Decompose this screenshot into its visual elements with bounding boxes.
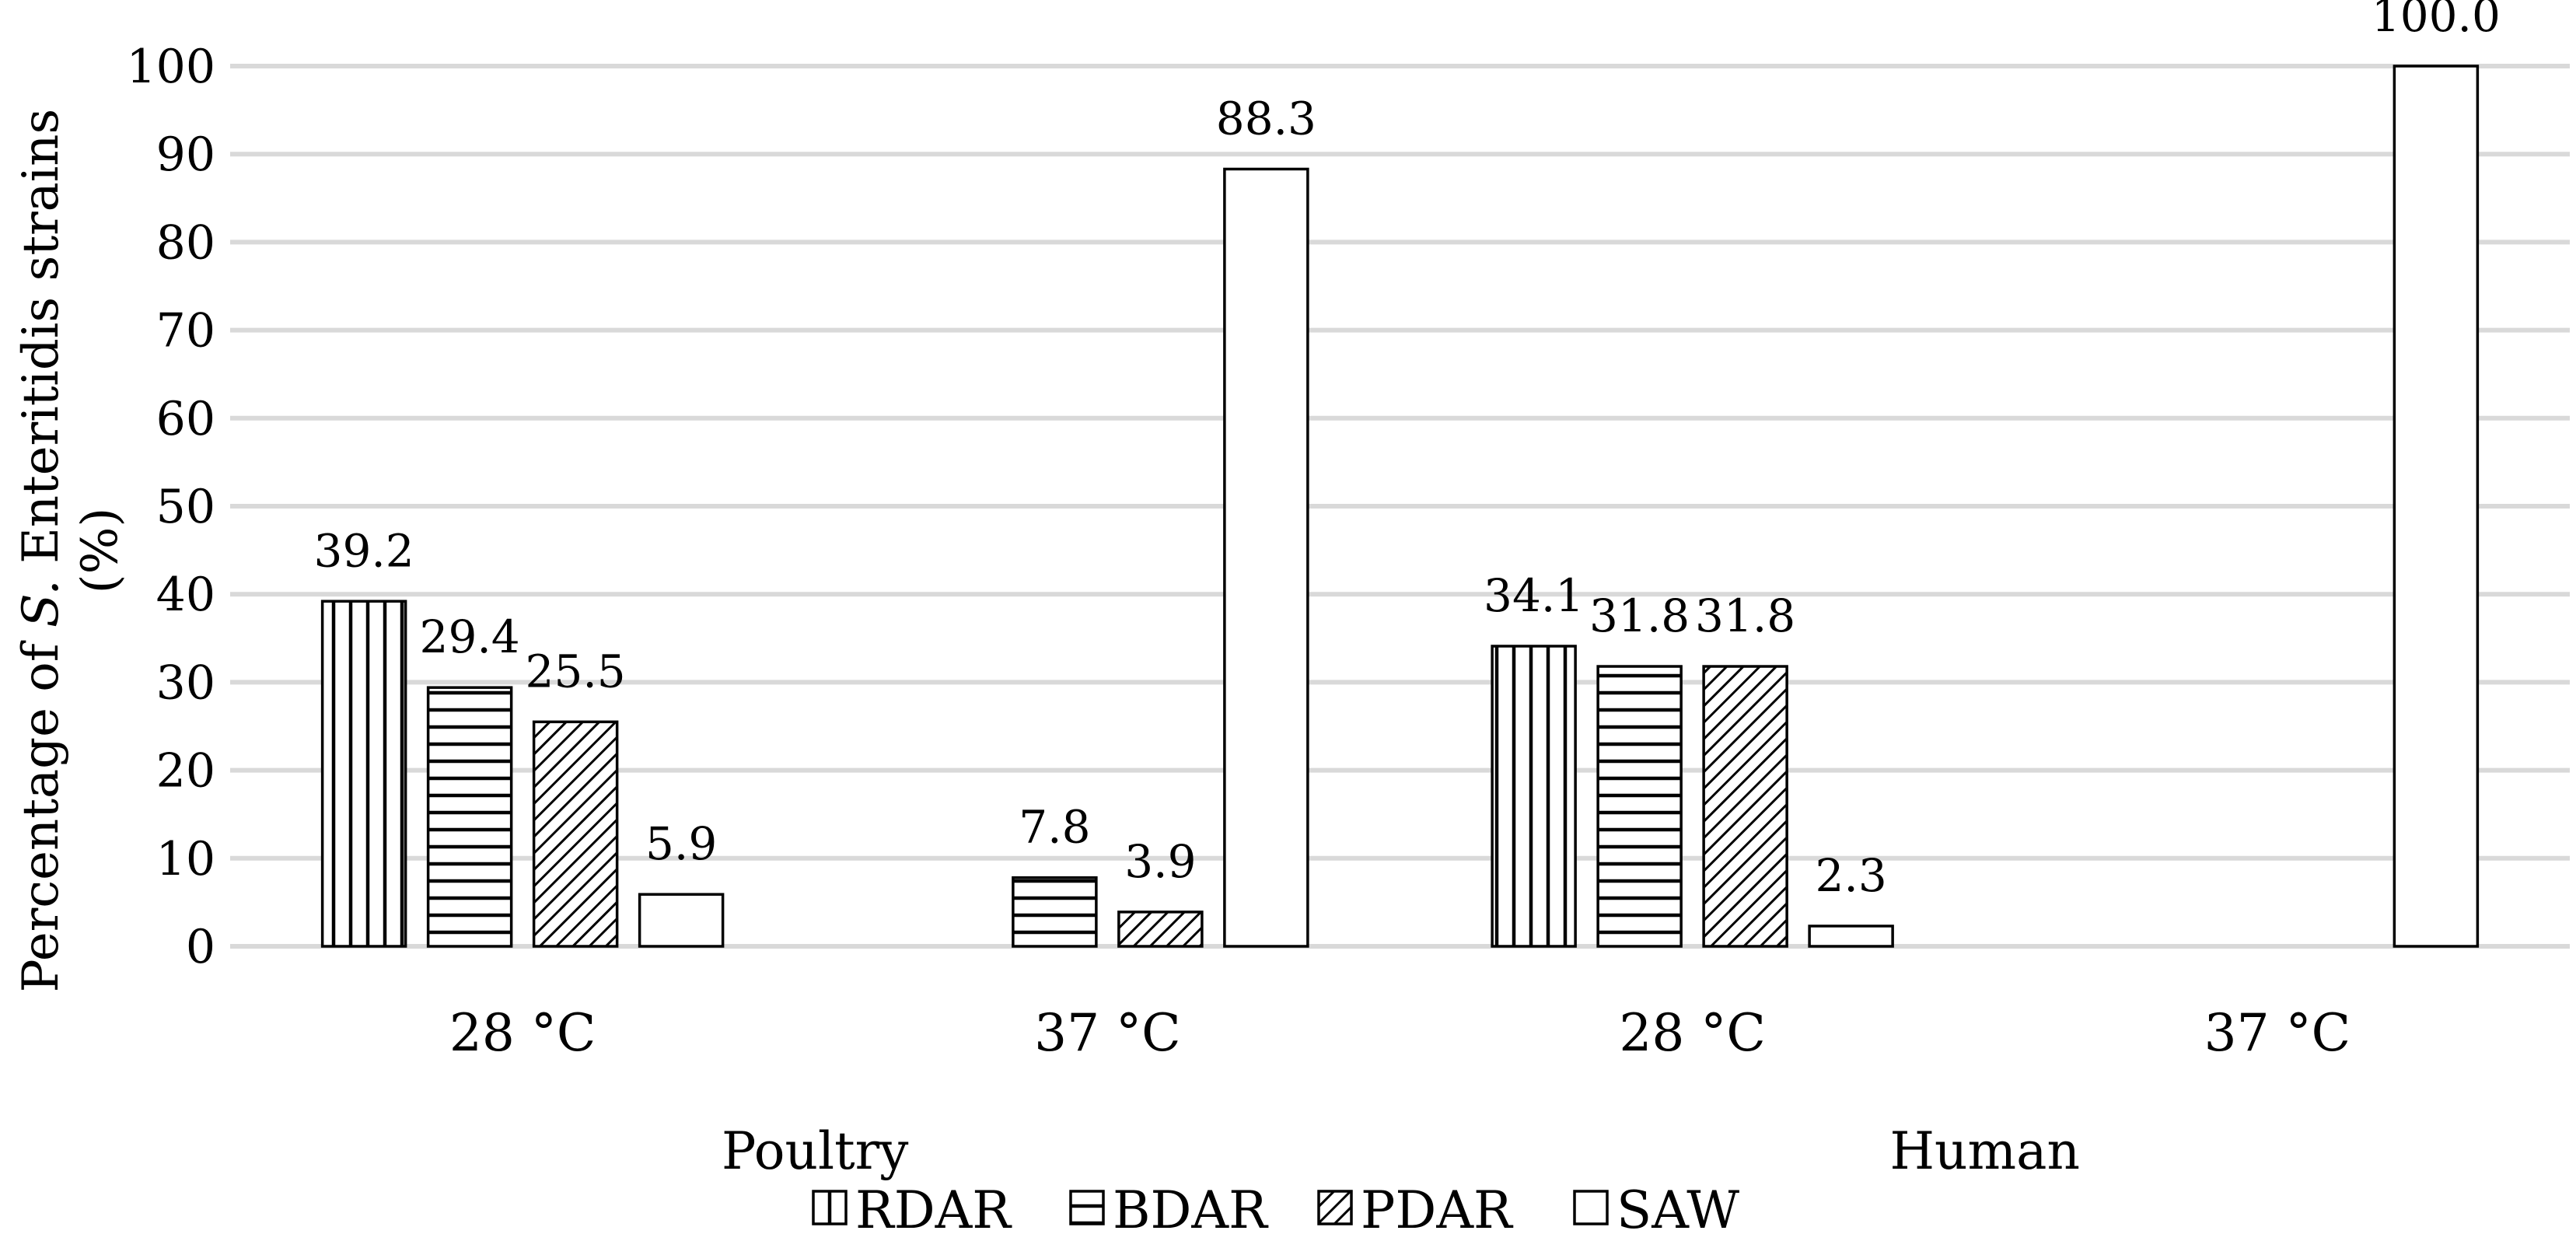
x-category-label: 28 °C <box>1619 1003 1765 1063</box>
data-label: 88.3 <box>1216 92 1316 145</box>
y-tick-label: 30 <box>156 655 215 710</box>
y-tick-label: 10 <box>156 832 215 886</box>
x-group-label: Human <box>1889 1121 2080 1181</box>
data-label: 7.8 <box>1019 801 1090 854</box>
data-label: 5.9 <box>645 817 717 870</box>
group-labels: Poultry Human <box>722 1121 2080 1181</box>
y-axis-title-part-1: Percentage of <box>12 627 70 992</box>
x-category-label: 37 °C <box>1034 1003 1180 1063</box>
bar-saw <box>1223 167 1309 948</box>
legend-swatch-bdar <box>1069 1190 1105 1225</box>
y-tick-label: 80 <box>156 215 215 270</box>
data-label: 31.8 <box>1695 589 1795 642</box>
bar-saw <box>1808 925 1894 948</box>
y-tick-label: 90 <box>156 128 215 182</box>
bar-saw <box>638 893 725 948</box>
data-label: 29.4 <box>420 610 520 663</box>
y-tick-label: 60 <box>156 392 215 446</box>
data-label: 39.2 <box>314 524 414 577</box>
legend-swatch-pdar <box>1317 1190 1353 1225</box>
legend-label-pdar: PDAR <box>1361 1180 1514 1240</box>
bar-pdar <box>1702 665 1788 948</box>
legend: RDAR BDAR PDAR SAW <box>812 1180 1739 1240</box>
gridlines <box>230 64 2570 949</box>
bar-bdar <box>426 686 513 948</box>
data-label: 100.0 <box>2372 0 2501 42</box>
y-axis-title-unit: (%) <box>72 508 129 594</box>
y-tick-label: 40 <box>156 568 215 622</box>
data-label: 2.3 <box>1816 849 1887 902</box>
bar-rdar <box>320 600 407 948</box>
data-label: 3.9 <box>1124 835 1196 888</box>
legend-swatch-saw <box>1573 1190 1609 1225</box>
y-axis-tick-labels: 0 10 20 30 40 50 60 70 80 90 100 <box>126 40 215 974</box>
legend-swatch-rdar <box>812 1190 848 1225</box>
bars <box>320 65 2480 948</box>
y-axis-title-part-3: Enteritidis strains <box>12 109 70 580</box>
y-axis-title: Percentage of S. Enteritidis strains <box>12 109 70 993</box>
x-category-label: 28 °C <box>449 1003 596 1063</box>
y-tick-label: 20 <box>156 744 215 799</box>
bar-pdar <box>532 720 619 948</box>
legend-label-rdar: RDAR <box>855 1180 1012 1240</box>
y-tick-label: 50 <box>156 480 215 534</box>
bar-pdar <box>1117 911 1204 948</box>
legend-label-bdar: BDAR <box>1113 1180 1269 1240</box>
x-category-label: 37 °C <box>2204 1003 2351 1063</box>
y-tick-label: 0 <box>186 920 215 974</box>
data-label: 31.8 <box>1589 589 1690 642</box>
bar-saw <box>2392 65 2480 948</box>
data-label: 25.5 <box>526 645 626 697</box>
y-tick-label: 70 <box>156 304 215 358</box>
x-group-label: Poultry <box>722 1121 909 1181</box>
bar-rdar <box>1491 645 1577 948</box>
bar-bdar <box>1012 876 1098 948</box>
data-label: 34.1 <box>1484 569 1584 622</box>
y-tick-label: 100 <box>126 40 215 94</box>
bar-bdar <box>1596 665 1683 948</box>
legend-label-saw: SAW <box>1617 1180 1739 1240</box>
y-axis-title-part-2: S. <box>12 579 70 627</box>
category-labels: 28 °C 37 °C 28 °C 37 °C <box>449 1003 2351 1063</box>
data-labels: 39.229.425.55.9 7.83.988.334.1 31.8 31.82.3… <box>314 0 2501 902</box>
